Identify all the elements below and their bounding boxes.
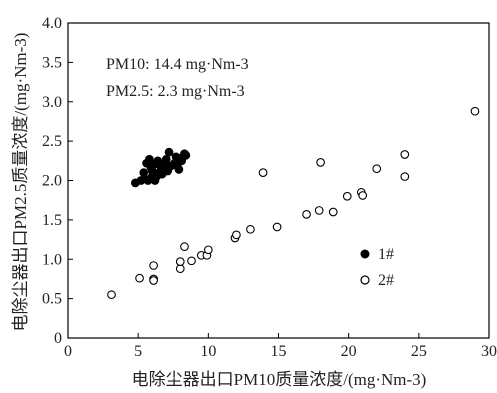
data-point [171, 152, 181, 162]
data-point [180, 242, 189, 251]
x-tick-label: 25 [411, 343, 427, 360]
data-point [139, 168, 149, 177]
data-point [168, 160, 178, 170]
y-axis-title: 电除尘器出口PM2.5质量浓度/(mg·Nm-3) [11, 33, 30, 332]
data-point [187, 256, 196, 266]
data-point [302, 210, 311, 219]
y-tick-label: 1.5 [42, 212, 62, 229]
x-axis-ticks: 0 5 10 15 20 25 30 [64, 333, 497, 360]
y-tick-label: 4.0 [42, 15, 62, 32]
y-tick-label: 3.5 [42, 54, 62, 71]
data-point [164, 147, 174, 157]
annotation-pm25: PM2.5: 2.3 mg·Nm-3 [106, 83, 245, 100]
plot-area [67, 22, 490, 339]
data-point [372, 164, 382, 174]
data-point [258, 168, 268, 177]
data-point [175, 264, 185, 274]
data-point [145, 154, 154, 164]
legend-label-series-2: 2# [378, 272, 394, 289]
legend-label-series-1: 1# [378, 246, 394, 263]
data-point [314, 206, 324, 215]
x-tick-label: 15 [271, 343, 287, 360]
data-point [358, 191, 368, 200]
data-point [175, 257, 185, 266]
x-tick-label: 10 [200, 343, 216, 360]
data-point [470, 106, 480, 116]
legend-marker-series-1 [360, 249, 370, 259]
data-point [246, 224, 255, 234]
data-point [149, 169, 158, 179]
series-1 [131, 147, 191, 188]
data-point [135, 273, 144, 283]
data-point [107, 290, 116, 300]
series-2 [107, 106, 480, 300]
y-tick-label: 3.0 [42, 94, 62, 111]
x-tick-label: 5 [134, 343, 142, 360]
data-point [181, 150, 191, 160]
x-tick-label: 30 [481, 343, 497, 360]
data-point [272, 222, 282, 232]
data-point [203, 245, 213, 255]
y-axis-ticks: 0 0.5 1.0 1.5 2.0 2.5 3.0 3.5 4.0 [42, 15, 73, 347]
annotation-pm10: PM10: 14.4 mg·Nm-3 [106, 56, 249, 73]
data-point [149, 276, 158, 285]
data-point [400, 150, 410, 159]
data-point [232, 230, 241, 240]
x-tick-label: 20 [341, 343, 357, 360]
x-axis-title: 电除尘器出口PM10质量浓度/(mg·Nm-3) [132, 370, 427, 389]
data-point [328, 207, 338, 217]
data-point [149, 261, 158, 270]
data-point [160, 158, 170, 168]
legend-marker-series-2 [360, 275, 370, 285]
x-tick-label: 0 [64, 343, 72, 360]
data-point [316, 158, 325, 167]
data-point [174, 165, 184, 174]
y-tick-label: 0 [54, 330, 62, 347]
data-point [342, 191, 352, 201]
y-tick-label: 1.0 [42, 251, 62, 268]
y-tick-label: 2.0 [42, 173, 62, 190]
y-tick-label: 2.5 [42, 133, 62, 150]
data-point [400, 172, 410, 181]
y-tick-label: 0.5 [42, 291, 62, 308]
legend: 1# 2# [360, 246, 394, 289]
